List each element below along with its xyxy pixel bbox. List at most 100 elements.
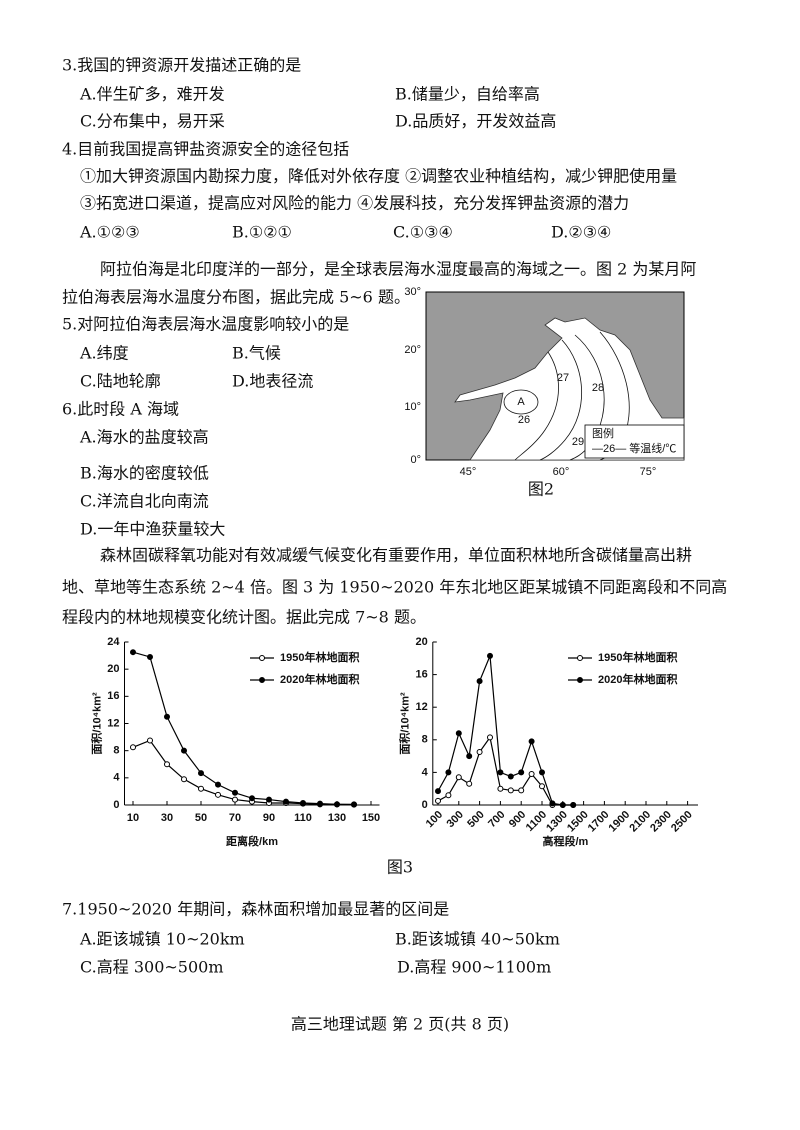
passage-line: 阿拉伯海是北印度洋的一部分，是全球表层海水湿度最高的海域之一。图 2 为某月阿	[100, 260, 696, 279]
data-point	[198, 770, 204, 777]
data-point	[164, 713, 170, 720]
option: A.距该城镇 10~20km	[79, 930, 245, 949]
data-point	[232, 789, 238, 796]
data-point	[507, 787, 514, 794]
option: A.伴生矿多，难开发	[79, 85, 225, 104]
option: B.距该城镇 40~50km	[395, 930, 560, 949]
y-axis-label: 面积/10⁴km²	[398, 692, 412, 755]
data-point	[181, 747, 187, 754]
legend-marker	[259, 677, 265, 683]
option: A.海水的盐度较高	[79, 428, 209, 447]
isotherm-label: 29	[572, 436, 584, 448]
data-point	[445, 792, 452, 799]
y-tick-label: 24	[107, 636, 120, 648]
option: A.纬度	[79, 344, 129, 363]
data-point	[549, 800, 556, 807]
passage-line: 拉伯海表层海水温度分布图，据此完成 5~6 题。	[62, 288, 410, 307]
data-point	[476, 749, 483, 756]
lat-label: 20°	[404, 344, 421, 356]
x-tick-label: 10	[127, 812, 139, 824]
x-tick-label: 1100	[524, 809, 549, 834]
lon-label: 45°	[460, 466, 477, 478]
y-tick-label: 4	[422, 766, 429, 778]
figure-caption: 图2	[528, 480, 554, 499]
lon-label: 60°	[553, 466, 570, 478]
legend-label: 1950年林地面积	[598, 650, 677, 664]
data-point	[455, 730, 462, 737]
map-legend-box	[584, 424, 685, 459]
data-point	[507, 773, 514, 780]
data-point	[497, 785, 504, 792]
lat-label: 0°	[410, 454, 421, 466]
option: C.①③④	[393, 223, 453, 242]
legend-marker	[259, 655, 265, 661]
option: D.②③④	[551, 223, 611, 242]
data-point	[559, 802, 566, 808]
data-point	[130, 744, 136, 751]
x-axis-label: 高程段/m	[542, 834, 588, 848]
option: C.分布集中，易开采	[80, 112, 225, 131]
lon-label: 75°	[640, 466, 657, 478]
data-point	[317, 800, 323, 807]
question-item: ①加大钾资源国内勘探力度，降低对外依存度 ②调整农业种植结构，减少钾肥使用量	[80, 167, 677, 186]
point-label: A	[517, 396, 525, 408]
x-tick-label: 90	[263, 812, 275, 824]
x-tick-label: 150	[362, 812, 380, 824]
x-tick-label: 30	[161, 812, 173, 824]
data-point	[164, 761, 170, 768]
data-point	[518, 787, 525, 794]
data-point	[283, 798, 289, 805]
x-tick-label: 500	[465, 809, 486, 830]
data-point	[435, 797, 441, 804]
series-line	[437, 655, 574, 806]
x-tick-label: 2100	[627, 809, 653, 835]
x-tick-label: 100	[424, 809, 445, 830]
option: D.一年中渔获量较大	[80, 520, 225, 539]
x-tick-label: 1300	[544, 809, 570, 835]
isotherm-label: 26	[518, 414, 530, 426]
data-point	[570, 802, 577, 808]
option: D.品质好，开发效益高	[395, 112, 556, 131]
option: D.高程 900~1100m	[397, 958, 551, 977]
data-point	[147, 737, 153, 744]
x-tick-label: 1700	[586, 809, 612, 835]
lat-label: 10°	[404, 401, 421, 413]
legend-label: 2020年林地面积	[280, 672, 359, 686]
series-line	[437, 735, 574, 806]
data-point	[334, 801, 340, 808]
legend-marker	[577, 677, 583, 683]
data-point	[528, 771, 535, 778]
option: C.洋流自北向南流	[80, 492, 209, 511]
data-point	[300, 799, 306, 806]
x-axis-label: 距离段/km	[226, 834, 278, 848]
data-point	[249, 795, 255, 802]
y-tick-label: 4	[113, 772, 120, 784]
data-point	[497, 769, 504, 776]
data-point	[215, 791, 221, 798]
legend-label: 2020年林地面积	[598, 672, 677, 686]
data-point	[232, 796, 238, 803]
page-footer: 高三地理试题 第 2 页(共 8 页)	[291, 1015, 509, 1034]
x-tick-label: 700	[486, 809, 507, 830]
passage-line: 程段内的林地规模变化统计图。据此完成 7~8 题。	[62, 608, 426, 627]
option: D.地表径流	[232, 372, 313, 391]
question-stem: 5.对阿拉伯海表层海水温度影响较小的是	[62, 315, 349, 334]
option: B.海水的密度较低	[80, 464, 209, 483]
question-stem: 7.1950~2020 年期间，森林面积增加最显著的区间是	[62, 900, 449, 919]
y-tick-label: 16	[416, 669, 428, 681]
data-point	[445, 769, 452, 776]
data-point	[487, 652, 493, 659]
data-point	[130, 649, 136, 656]
y-tick-label: 12	[107, 717, 119, 729]
x-tick-label: 50	[195, 812, 207, 824]
x-tick-label: 110	[294, 812, 312, 824]
data-point	[435, 788, 441, 795]
data-point	[147, 653, 153, 660]
data-point	[181, 776, 187, 783]
y-tick-label: 12	[416, 701, 428, 713]
question-stem: 4.目前我国提高钾盐资源安全的途径包括	[62, 140, 349, 159]
legend-title: 图例	[592, 426, 614, 440]
data-point	[215, 781, 221, 788]
map-figure	[425, 291, 685, 461]
